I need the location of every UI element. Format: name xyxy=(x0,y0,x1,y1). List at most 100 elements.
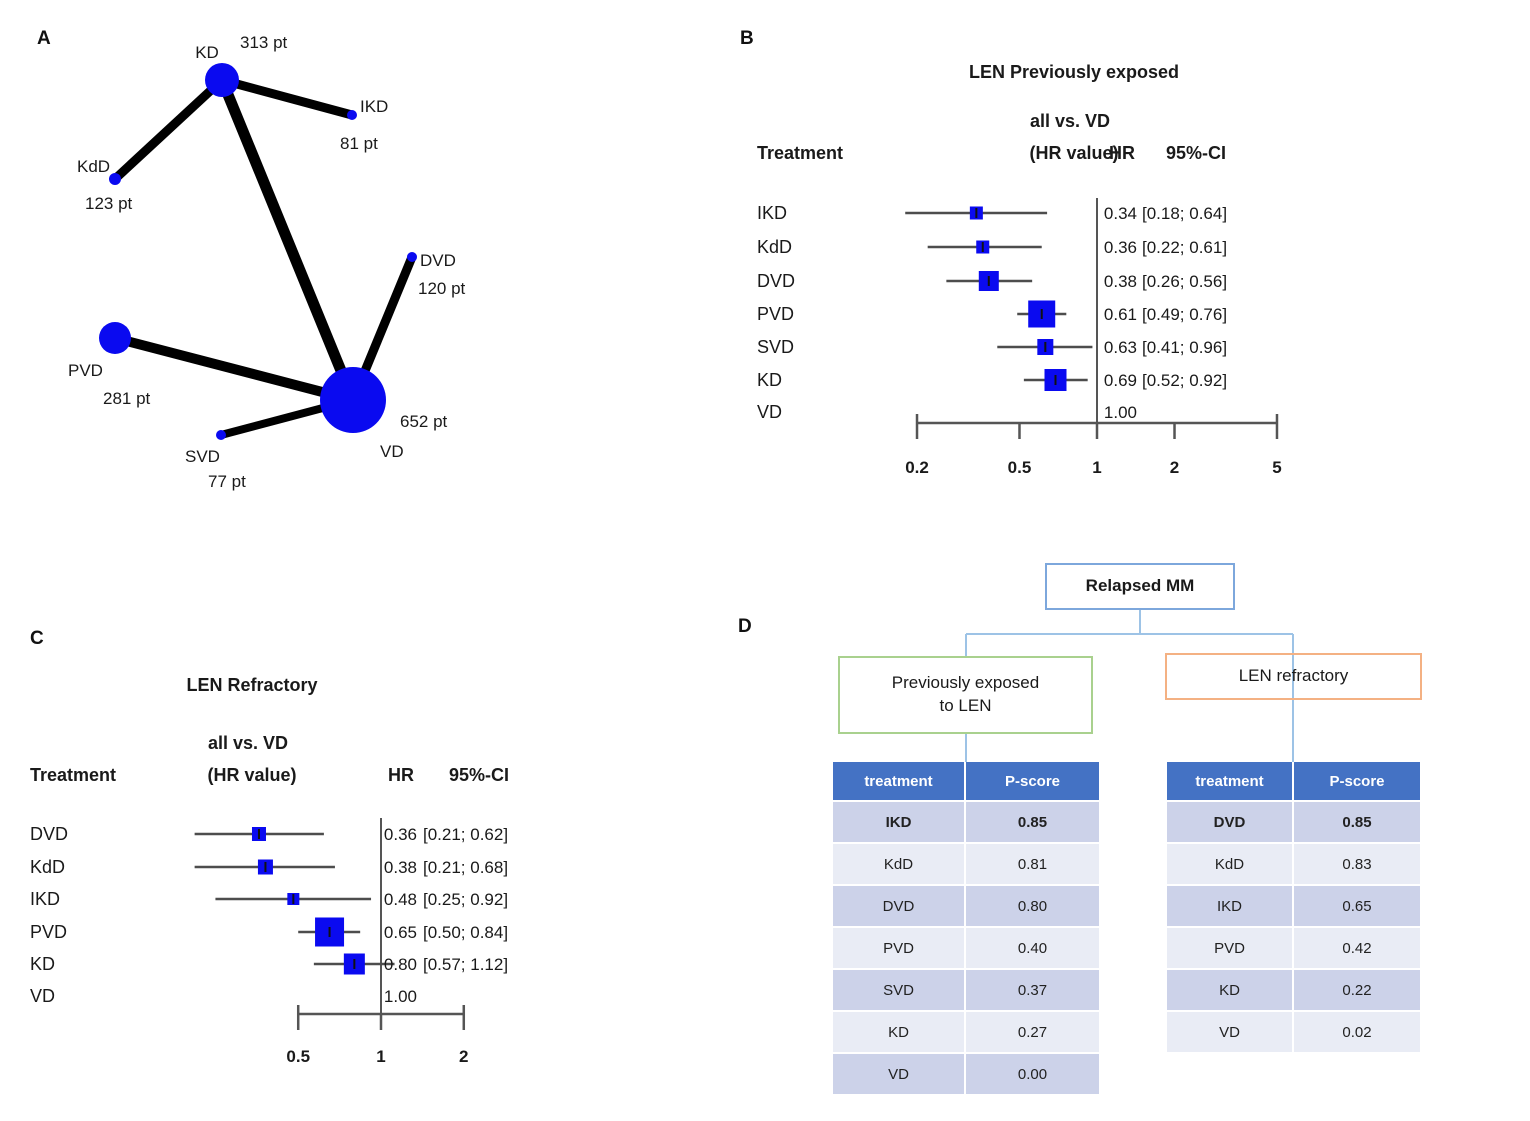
pscore-row-value: 0.85 xyxy=(1294,802,1420,842)
forest-col-treatment: Treatment xyxy=(757,143,843,163)
forest-hr-value-KdD: 0.36 xyxy=(1104,238,1137,257)
forest-hr-value-VD: 1.00 xyxy=(1104,403,1137,422)
forest-hr-value-VD: 1.00 xyxy=(384,987,417,1006)
forest-ci-value-DVD: [0.21; 0.62] xyxy=(423,825,508,844)
forest-row-treatment-PVD: PVD xyxy=(757,304,794,324)
pscore-row-treatment: DVD xyxy=(1167,802,1292,842)
forest-col-ci: 95%-CI xyxy=(1166,143,1226,163)
network-node-label-DVD: DVD xyxy=(420,251,456,270)
forest-subtitle-line2: (HR value) xyxy=(1029,143,1118,163)
relapsed-mm-label: Relapsed MM xyxy=(1085,576,1195,596)
network-edge-KD-KdD xyxy=(111,76,226,183)
len-refractory-label: LEN refractory xyxy=(1238,666,1349,686)
forest-ci-value-PVD: [0.49; 0.76] xyxy=(1142,305,1227,324)
forest-row-treatment-KD: KD xyxy=(757,370,782,390)
pscore-row-value: 0.85 xyxy=(966,802,1099,842)
forest-row-treatment-DVD: DVD xyxy=(30,824,68,844)
forest-row-treatment-DVD: DVD xyxy=(757,271,795,291)
forest-hr-value-IKD: 0.34 xyxy=(1104,204,1137,223)
forest-col-hr: HR xyxy=(1109,143,1135,163)
pscore-row-treatment: VD xyxy=(833,1054,964,1094)
forest-row-treatment-VD: VD xyxy=(757,402,782,422)
forest-ci-value-IKD: [0.25; 0.92] xyxy=(423,890,508,909)
network-node-label-KdD: KdD xyxy=(77,157,110,176)
forest-subtitle-line1: all vs. VD xyxy=(1030,111,1110,131)
forest-row-treatment-KdD: KdD xyxy=(757,237,792,257)
forest-ci-value-PVD: [0.50; 0.84] xyxy=(423,923,508,942)
forest-col-treatment: Treatment xyxy=(30,765,116,785)
forest-ci-value-SVD: [0.41; 0.96] xyxy=(1142,338,1227,357)
network-node-patients-KD: 313 pt xyxy=(240,33,288,52)
forest-title: LEN Refractory xyxy=(186,675,317,695)
forest-subtitle-line2: (HR value) xyxy=(207,765,296,785)
pscore-row-treatment: PVD xyxy=(1167,928,1292,968)
pscore-row-treatment: KdD xyxy=(833,844,964,884)
network-node-DVD xyxy=(407,252,417,262)
forest-axis-tick-label: 2 xyxy=(1170,458,1179,477)
forest-ci-value-IKD: [0.18; 0.64] xyxy=(1142,204,1227,223)
forest-hr-value-PVD: 0.61 xyxy=(1104,305,1137,324)
pscore-row-value: 0.22 xyxy=(1294,970,1420,1010)
previously-exposed-label-line1: Previously exposed xyxy=(891,673,1040,693)
forest-hr-value-SVD: 0.63 xyxy=(1104,338,1137,357)
forest-axis-tick-label: 0.5 xyxy=(286,1047,310,1066)
panel-d-label: D xyxy=(738,616,752,637)
pscore-table-header-treatment: treatment xyxy=(1167,762,1292,800)
len-refractory-pscore-table: treatment P-score DVD 0.85 KdD 0.83 IKD 0.65 PVD… xyxy=(1167,762,1420,1052)
pscore-table-header-pscore: P-score xyxy=(1294,762,1420,800)
network-plot: KD 313 pt IKD 81 pt KdD 123 pt DVD 120 pt PVD281… xyxy=(68,33,466,491)
network-edge-KD-VD xyxy=(216,77,359,403)
network-node-patients-SVD: 77 pt xyxy=(208,472,246,491)
forest-row-treatment-SVD: SVD xyxy=(757,337,794,357)
forest-plot-len-refractory: LEN Refractory all vs. VD (HR value) Treatm… xyxy=(30,675,509,1066)
forest-hr-value-DVD: 0.36 xyxy=(384,825,417,844)
pscore-row-treatment: KD xyxy=(833,1012,964,1052)
forest-hr-value-PVD: 0.65 xyxy=(384,923,417,942)
network-node-label-PVD: PVD xyxy=(68,361,103,380)
forest-ci-value-KdD: [0.22; 0.61] xyxy=(1142,238,1227,257)
pscore-row-treatment: KdD xyxy=(1167,844,1292,884)
pscore-row-value: 0.40 xyxy=(966,928,1099,968)
network-edge-VD-PVD xyxy=(113,333,355,405)
forest-subtitle-line1: all vs. VD xyxy=(208,733,288,753)
pscore-table-header-pscore: P-score xyxy=(966,762,1099,800)
panel-a-label: A xyxy=(37,28,51,49)
pscore-row-treatment: PVD xyxy=(833,928,964,968)
forest-row-treatment-KdD: KdD xyxy=(30,857,65,877)
pscore-row-value: 0.37 xyxy=(966,970,1099,1010)
forest-hr-value-IKD: 0.48 xyxy=(384,890,417,909)
forest-title: LEN Previously exposed xyxy=(969,62,1179,82)
forest-col-hr: HR xyxy=(388,765,414,785)
pscore-row-value: 0.42 xyxy=(1294,928,1420,968)
forest-ci-value-KD: [0.52; 0.92] xyxy=(1142,371,1227,390)
network-node-label-SVD: SVD xyxy=(185,447,220,466)
pscore-row-value: 0.65 xyxy=(1294,886,1420,926)
pscore-row-value: 0.02 xyxy=(1294,1012,1420,1052)
forest-ci-value-KdD: [0.21; 0.68] xyxy=(423,858,508,877)
network-node-patients-PVD: 281 pt xyxy=(103,389,151,408)
forest-ci-value-KD: [0.57; 1.12] xyxy=(423,955,508,974)
forest-axis-tick-label: 5 xyxy=(1272,458,1281,477)
forest-hr-value-DVD: 0.38 xyxy=(1104,272,1137,291)
forest-axis-tick-label: 1 xyxy=(1092,458,1101,477)
network-node-label-IKD: IKD xyxy=(360,97,388,116)
network-node-KD xyxy=(205,63,239,97)
network-node-patients-IKD: 81 pt xyxy=(340,134,378,153)
pscore-row-treatment: KD xyxy=(1167,970,1292,1010)
previously-exposed-pscore-table: treatment P-score IKD 0.85 KdD 0.81 DVD 0.80 PVD… xyxy=(833,762,1099,1094)
network-node-label-VD: VD xyxy=(380,442,404,461)
forest-hr-value-KD: 0.69 xyxy=(1104,371,1137,390)
pscore-row-treatment: SVD xyxy=(833,970,964,1010)
network-node-patients-KdD: 123 pt xyxy=(85,194,133,213)
network-node-patients-DVD: 120 pt xyxy=(418,279,466,298)
forest-row-treatment-PVD: PVD xyxy=(30,922,67,942)
pscore-row-treatment: VD xyxy=(1167,1012,1292,1052)
forest-axis-tick-label: 0.2 xyxy=(905,458,929,477)
network-node-label-KD: KD xyxy=(195,43,219,62)
previously-exposed-label-line2: to LEN xyxy=(939,696,992,715)
pscore-row-value: 0.00 xyxy=(966,1054,1099,1094)
forest-row-treatment-VD: VD xyxy=(30,986,55,1006)
relapsed-mm-box: Relapsed MM xyxy=(1045,563,1235,610)
pscore-row-value: 0.83 xyxy=(1294,844,1420,884)
